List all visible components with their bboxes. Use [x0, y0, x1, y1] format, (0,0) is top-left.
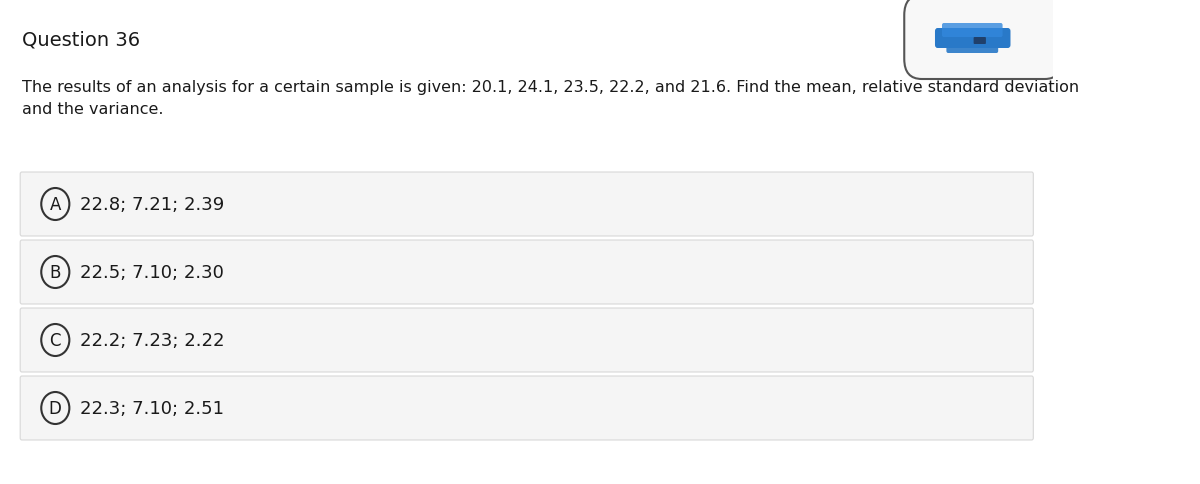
- FancyBboxPatch shape: [973, 38, 986, 45]
- FancyBboxPatch shape: [947, 41, 998, 54]
- FancyBboxPatch shape: [20, 241, 1033, 304]
- Text: Question 36: Question 36: [22, 30, 140, 49]
- Text: 22.3; 7.10; 2.51: 22.3; 7.10; 2.51: [80, 399, 224, 417]
- FancyBboxPatch shape: [20, 173, 1033, 237]
- Text: C: C: [49, 332, 61, 349]
- Text: The results of an analysis for a certain sample is given: 20.1, 24.1, 23.5, 22.2: The results of an analysis for a certain…: [22, 80, 1079, 117]
- FancyBboxPatch shape: [905, 0, 1062, 80]
- Text: 22.5; 7.10; 2.30: 22.5; 7.10; 2.30: [80, 263, 223, 281]
- Text: 22.2; 7.23; 2.22: 22.2; 7.23; 2.22: [80, 332, 224, 349]
- FancyBboxPatch shape: [942, 24, 1002, 38]
- Text: D: D: [49, 399, 61, 417]
- FancyBboxPatch shape: [20, 376, 1033, 440]
- Text: A: A: [49, 196, 61, 213]
- Text: B: B: [49, 263, 61, 281]
- Text: 22.8; 7.21; 2.39: 22.8; 7.21; 2.39: [80, 196, 224, 213]
- FancyBboxPatch shape: [20, 308, 1033, 372]
- FancyBboxPatch shape: [935, 29, 1010, 49]
